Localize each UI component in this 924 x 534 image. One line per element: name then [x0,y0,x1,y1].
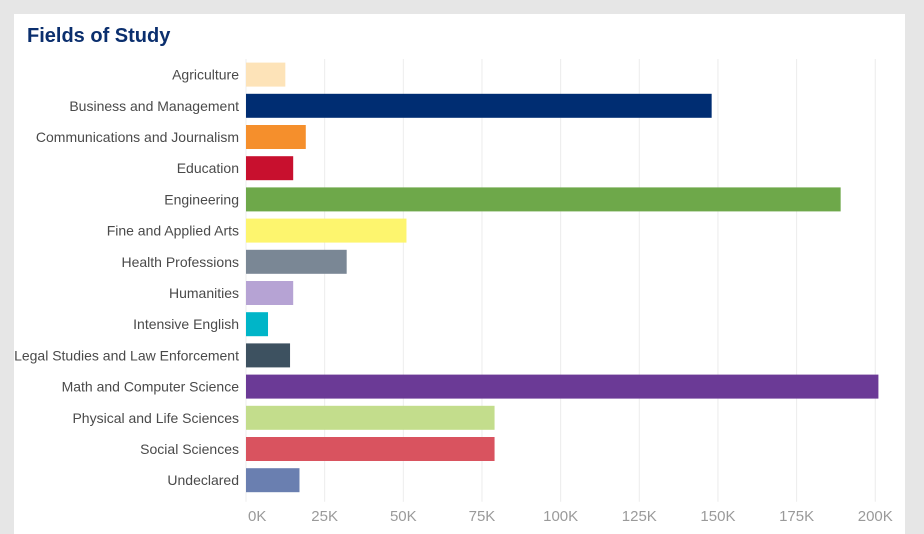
bar[interactable] [246,281,294,305]
category-label: Agriculture [172,67,239,83]
chart-title: Fields of Study [27,25,171,47]
bar[interactable] [246,249,347,274]
bar-chart: 0K 25K 50K 75K 100K 125K 150K 175K 200K Agricultu… [14,59,893,525]
bar[interactable] [246,156,294,181]
bar[interactable] [246,468,300,493]
bar[interactable] [246,405,495,430]
bar[interactable] [246,125,306,149]
bar[interactable] [246,218,407,243]
bar[interactable] [246,187,841,212]
bar[interactable] [246,437,495,461]
category-label: Engineering [164,191,239,207]
x-tick-label: 50K [390,508,417,525]
x-tick-label: 125K [622,508,657,525]
bar[interactable] [246,374,879,399]
x-tick-label: 100K [543,508,578,525]
category-label: Social Sciences [140,441,239,457]
x-tick-label: 175K [779,508,814,525]
bar[interactable] [246,312,269,337]
category-label: Communications and Journalism [36,129,239,145]
bar[interactable] [246,62,286,87]
category-label: Health Professions [121,254,239,270]
x-tick-label: 0K [248,508,266,525]
category-label: Legal Studies and Law Enforcement [14,347,239,363]
category-label: Fine and Applied Arts [107,223,239,239]
category-label: Education [177,160,239,176]
x-tick-label: 75K [469,508,496,525]
chart-card: Fields of Study 0K 25K 50K 75K 100K 125K 150K 1… [14,14,905,534]
category-label: Physical and Life Sciences [72,410,239,426]
category-label: Humanities [169,285,239,301]
x-tick-label: 150K [700,508,735,525]
bar[interactable] [246,93,712,118]
x-tick-label: 25K [311,508,338,525]
category-label: Undeclared [167,472,239,488]
x-tick-label: 200K [858,508,893,525]
category-label: Math and Computer Science [62,379,240,395]
bar[interactable] [246,343,291,368]
category-label: Intensive English [133,316,239,332]
category-label: Business and Management [69,98,239,114]
